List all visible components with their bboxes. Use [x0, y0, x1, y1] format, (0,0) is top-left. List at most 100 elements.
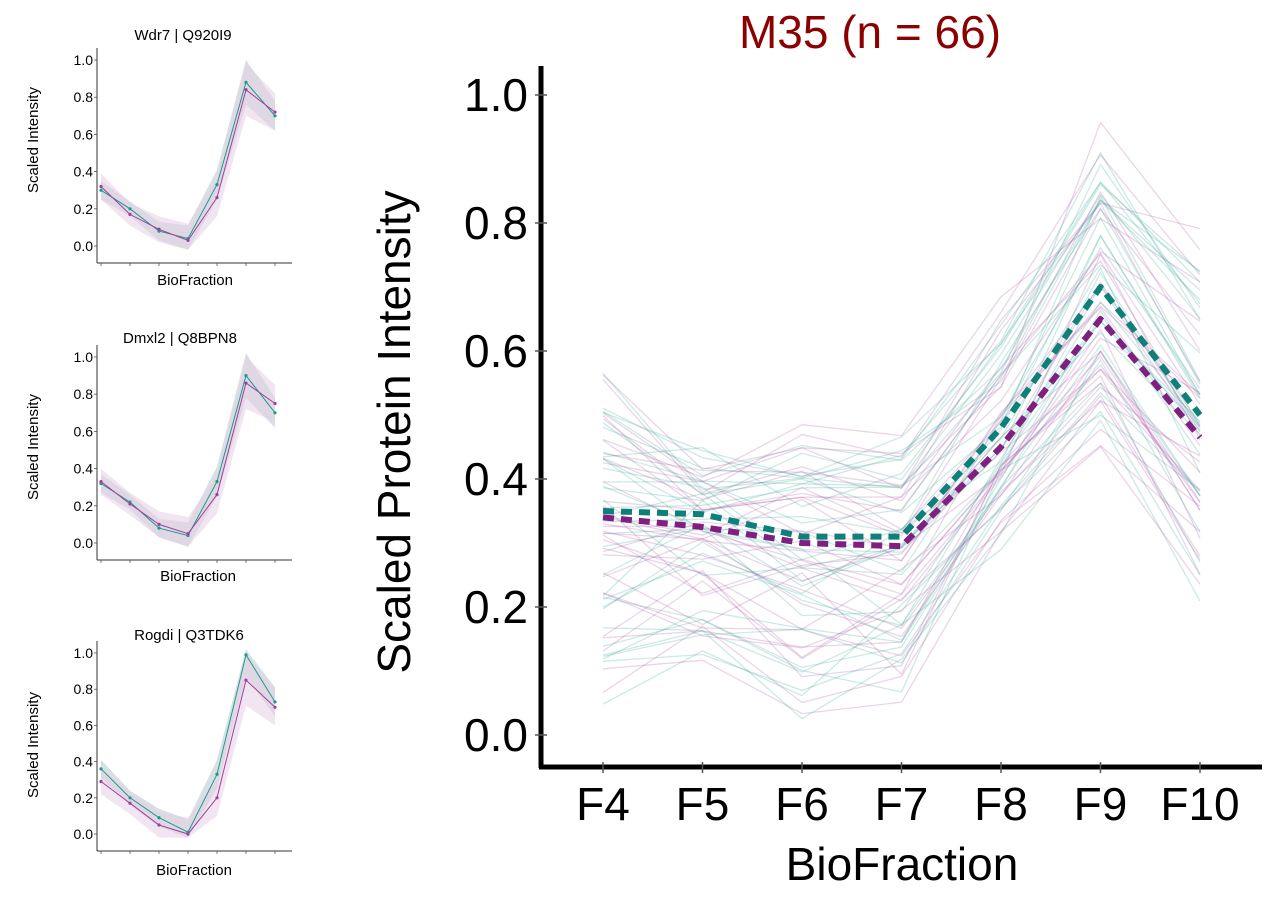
data-point: [99, 767, 103, 771]
band-purple: [101, 63, 275, 250]
background-profile-line: [602, 163, 1201, 489]
small-y-tick-label: 0.0: [74, 826, 94, 842]
background-profile-line: [602, 266, 1201, 597]
mean-line-purple: [602, 316, 1203, 550]
small-y-tick-label: 0.2: [74, 498, 94, 514]
background-profile-line: [602, 217, 1201, 478]
data-point: [157, 823, 161, 827]
small-x-axis-label: BioFraction: [160, 568, 236, 585]
background-profile-line: [602, 444, 1201, 657]
background-profile-line: [602, 202, 1201, 512]
data-point: [99, 480, 103, 484]
small-panel-wdr7: Wdr7 | Q920I9 BioFraction Scaled Intensi…: [25, 27, 292, 289]
background-profile-line: [602, 306, 1201, 595]
data-point: [244, 374, 248, 378]
background-profiles: [602, 121, 1201, 720]
main-y-axis-label: Scaled Protein Intensity: [368, 190, 420, 673]
data-point: [128, 502, 132, 506]
small-y-tick-label: 0.0: [74, 238, 94, 254]
background-profile-line: [602, 190, 1201, 537]
background-profile-line: [602, 153, 1201, 494]
main-y-tick-label: 0.2: [464, 581, 528, 633]
data-point: [215, 480, 219, 484]
small-y-tick-label: 0.8: [74, 386, 94, 402]
background-profile-line: [602, 331, 1201, 608]
background-profile-line: [602, 208, 1201, 486]
data-point: [157, 522, 161, 527]
background-profile-line: [602, 394, 1201, 660]
background-profile-line: [602, 199, 1201, 491]
background-profile-line: [602, 300, 1201, 627]
background-profile-line: [602, 181, 1201, 477]
main-y-tick-label: 0.0: [464, 709, 528, 761]
small-y-tick-label: 0.6: [74, 126, 94, 142]
background-profile-line: [602, 271, 1201, 561]
background-profile-line: [602, 374, 1201, 678]
small-panel-title: Rogdi | Q3TDK6: [134, 627, 244, 644]
data-point: [99, 184, 103, 189]
background-profile-line: [602, 309, 1201, 642]
background-profile-line: [602, 368, 1201, 583]
small-x-axis-label: BioFraction: [156, 862, 232, 879]
background-profile-line: [602, 234, 1201, 553]
data-point: [186, 238, 190, 243]
data-point: [273, 114, 277, 118]
data-point: [273, 705, 277, 709]
data-point: [273, 110, 277, 114]
small-y-tick-label: 0.2: [74, 201, 94, 217]
small-y-tick-label: 0.2: [74, 790, 94, 806]
small-y-tick-label: 0.4: [74, 754, 94, 770]
small-y-axis-label: Scaled Intensity: [25, 394, 42, 500]
background-profile-line: [602, 252, 1201, 512]
data-point: [99, 779, 103, 784]
background-profile-line: [602, 198, 1201, 502]
data-point: [244, 381, 248, 385]
background-profile-line: [602, 368, 1201, 595]
small-y-axis-label: Scaled Intensity: [25, 692, 42, 798]
small-panel-title: Wdr7 | Q920I9: [134, 27, 231, 44]
main-x-tick-label: F4: [576, 778, 630, 830]
background-profile-line: [602, 410, 1201, 705]
main-x-tick-label: F5: [676, 778, 730, 830]
main-y-tick-label: 1.0: [464, 69, 528, 121]
background-profile-line: [602, 344, 1201, 660]
small-y-tick-label: 1.0: [74, 52, 94, 68]
background-profile-line: [602, 350, 1201, 630]
main-x-tick-label: F8: [974, 778, 1028, 830]
small-y-tick-label: 0.8: [74, 681, 94, 697]
background-profile-line: [602, 355, 1201, 648]
mean-line-teal: [602, 284, 1203, 540]
background-profile-line: [602, 263, 1201, 524]
small-panel-dmxl2: Dmxl2 | Q8BPN8 BioFraction Scaled Intens…: [25, 330, 292, 585]
data-point: [215, 183, 219, 187]
data-point: [244, 678, 248, 682]
data-point: [128, 212, 132, 216]
small-y-tick-label: 0.6: [74, 717, 94, 733]
background-profile-line: [602, 121, 1201, 471]
band-teal: [101, 649, 275, 838]
background-profile-line: [602, 199, 1201, 477]
background-profile-line: [602, 305, 1201, 562]
data-point: [157, 227, 161, 231]
data-point: [128, 207, 132, 211]
background-profile-line: [602, 328, 1201, 659]
main-y-tick-label: 0.6: [464, 325, 528, 377]
main-x-tick-label: F6: [775, 778, 829, 830]
background-profile-line: [602, 382, 1201, 669]
background-profile-line: [602, 207, 1201, 534]
background-profile-line: [602, 349, 1201, 720]
background-profile-line: [602, 194, 1201, 514]
background-profile-line: [602, 386, 1201, 638]
main-x-tick-label: F9: [1074, 778, 1128, 830]
small-y-tick-label: 1.0: [74, 645, 94, 661]
background-profile-line: [602, 151, 1201, 485]
data-point: [244, 88, 248, 92]
data-point: [157, 816, 161, 820]
background-profile-line: [602, 445, 1201, 715]
data-point: [244, 80, 248, 84]
background-profile-line: [602, 250, 1201, 535]
data-point: [186, 532, 190, 536]
band-purple: [101, 357, 275, 547]
main-chart-title: M35 (n = 66): [739, 6, 1001, 58]
background-profile-line: [602, 428, 1201, 704]
